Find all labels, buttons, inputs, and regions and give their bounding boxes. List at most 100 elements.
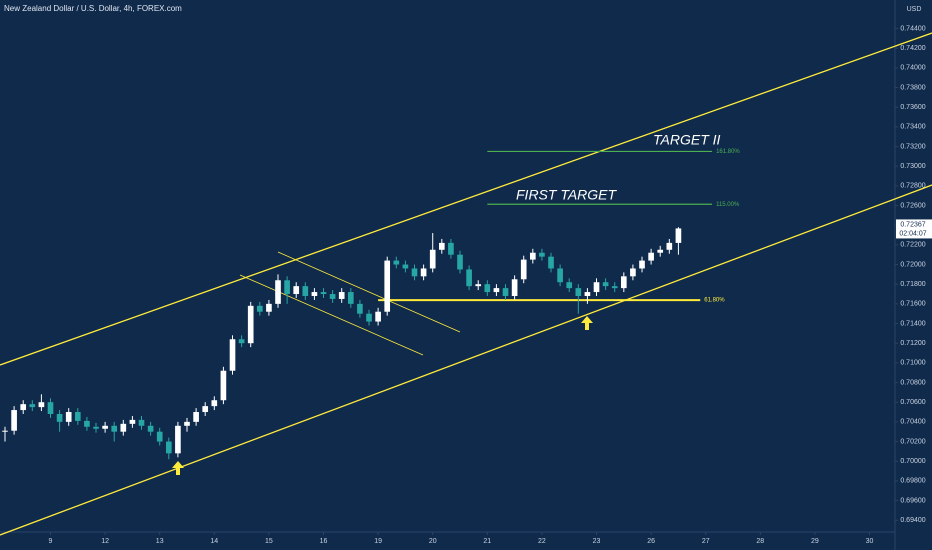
candle-body xyxy=(20,404,27,411)
candle-body xyxy=(275,280,281,304)
x-tick-label: 28 xyxy=(756,538,764,545)
candle-body xyxy=(238,339,245,344)
y-tick-label: 0.74000 xyxy=(900,65,925,72)
y-tick-label: 0.70200 xyxy=(900,438,925,445)
fib-label: 115.00% xyxy=(716,202,740,208)
countdown: 02:04:07 xyxy=(899,230,926,237)
chart-title: New Zealand Dollar / U.S. Dollar, 4h, FO… xyxy=(4,4,182,13)
annotation: TARGET II xyxy=(653,132,721,148)
candle-body xyxy=(175,425,181,454)
candle-body xyxy=(302,286,309,296)
candle-body xyxy=(457,254,463,270)
candle-body xyxy=(375,311,381,322)
candle-body xyxy=(438,242,445,250)
candle-body xyxy=(493,288,500,293)
candle-body xyxy=(220,370,227,401)
candle-body xyxy=(620,276,627,289)
candle-body xyxy=(293,286,300,295)
y-tick-label: 0.74400 xyxy=(900,25,925,32)
flag-lower xyxy=(239,274,424,356)
candle-body xyxy=(184,421,190,426)
candle-body xyxy=(557,268,563,283)
candle-body xyxy=(347,292,354,304)
upper-channel xyxy=(0,32,932,366)
candle-body xyxy=(511,279,518,296)
candle-body xyxy=(320,292,327,295)
candle-body xyxy=(484,284,491,293)
y-tick-label: 0.73000 xyxy=(900,163,925,170)
y-tick-label: 0.70600 xyxy=(900,399,925,406)
fib-label: 161.80% xyxy=(716,149,740,155)
candle-body xyxy=(648,252,654,261)
x-tick-label: 20 xyxy=(429,538,437,545)
candle-body xyxy=(202,406,209,413)
candle-body xyxy=(311,292,318,296)
candle-body xyxy=(639,260,645,269)
y-tick-label: 0.74200 xyxy=(900,45,925,52)
candle-body xyxy=(120,423,127,432)
y-tick-label: 0.72800 xyxy=(900,183,925,190)
candle-body xyxy=(666,242,673,250)
candle-body xyxy=(393,260,400,265)
y-tick-label: 0.73800 xyxy=(900,84,925,91)
candle-body xyxy=(366,313,372,322)
candle-body xyxy=(548,256,554,269)
lower-channel xyxy=(0,184,932,536)
x-tick-label: 12 xyxy=(101,538,109,545)
candle-body xyxy=(93,426,99,429)
candle-body xyxy=(566,282,573,289)
candle-body xyxy=(384,260,391,312)
candle-body xyxy=(502,288,509,296)
y-tick-label: 0.72600 xyxy=(900,202,925,209)
candle-body xyxy=(111,425,118,432)
candle-body xyxy=(630,268,636,277)
candle-body xyxy=(411,268,418,277)
candle-body xyxy=(247,305,254,344)
y-tick-label: 0.72000 xyxy=(900,261,925,268)
x-tick-label: 30 xyxy=(866,538,874,545)
x-tick-label: 22 xyxy=(538,538,546,545)
candle-body xyxy=(2,430,8,432)
last-price-box xyxy=(896,219,932,239)
y-tick-label: 0.69800 xyxy=(900,478,925,485)
candle-body xyxy=(129,419,136,424)
candle-body xyxy=(65,412,72,422)
x-tick-label: 9 xyxy=(49,538,53,545)
candle-body xyxy=(165,441,172,454)
x-tick-label: 21 xyxy=(483,538,491,545)
candle-body xyxy=(229,339,236,371)
candle-body xyxy=(84,420,90,427)
candle-body xyxy=(475,284,482,287)
candle-body xyxy=(11,410,17,431)
y-tick-label: 0.70400 xyxy=(900,419,925,426)
candle-body xyxy=(657,249,664,253)
fib-label: 61.80% xyxy=(704,298,725,304)
y-tick-label: 0.71600 xyxy=(900,301,925,308)
x-tick-label: 14 xyxy=(210,538,218,545)
y-tick-label: 0.73600 xyxy=(900,104,925,111)
y-tick-label: 0.73200 xyxy=(900,143,925,150)
candle-body xyxy=(156,431,163,442)
candle-body xyxy=(575,288,582,296)
candle-body xyxy=(102,425,108,429)
candle-body xyxy=(47,402,54,414)
candle-body xyxy=(402,264,409,269)
candle-body xyxy=(602,282,609,287)
x-tick-label: 23 xyxy=(593,538,601,545)
y-tick-label: 0.71000 xyxy=(900,360,925,367)
candle-body xyxy=(256,305,263,312)
candle-body xyxy=(29,404,36,408)
candle-body xyxy=(520,259,527,280)
candle-body xyxy=(420,268,427,277)
candle-body xyxy=(284,280,290,295)
candle-body xyxy=(138,419,145,426)
candle-body xyxy=(56,413,63,422)
candle-body xyxy=(584,292,591,296)
arrow-up xyxy=(581,316,593,330)
candle-body xyxy=(38,402,45,408)
currency: USD xyxy=(907,6,922,13)
candle-body xyxy=(611,286,618,289)
y-tick-label: 0.69400 xyxy=(900,517,925,524)
x-tick-label: 29 xyxy=(811,538,819,545)
candle-body xyxy=(338,292,345,299)
